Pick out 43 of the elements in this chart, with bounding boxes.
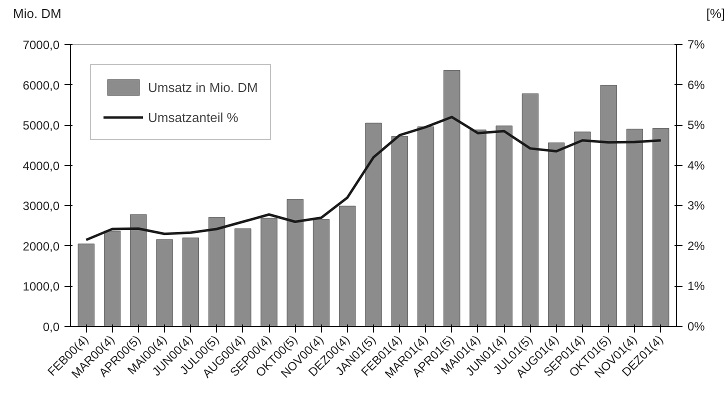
- legend-label: Umsatz in Mio. DM: [148, 80, 258, 94]
- y2-tick-label: 2%: [688, 238, 706, 253]
- y2-tick-label: 5%: [688, 118, 706, 132]
- bar: [234, 228, 252, 326]
- bar: [470, 130, 486, 326]
- bar: [496, 126, 512, 326]
- y-axis-title: Mio. DM: [13, 5, 62, 23]
- y2-axis-title: [%]: [706, 5, 725, 23]
- y2-tick-label: 0%: [688, 320, 706, 334]
- y2-tick-label: 6%: [688, 78, 706, 92]
- bar: [312, 219, 330, 326]
- bar: [574, 132, 591, 326]
- bar: [182, 238, 200, 326]
- y-tick-label: 0,0: [42, 320, 60, 334]
- bar: [78, 244, 95, 326]
- bar: [548, 142, 565, 326]
- y2-tick-label: 3%: [688, 198, 706, 213]
- y2-tick-label: 1%: [688, 279, 706, 294]
- bar: [260, 218, 278, 326]
- bar: [522, 93, 539, 326]
- bar: [156, 239, 173, 326]
- bar: [339, 206, 356, 326]
- bar: [365, 122, 382, 326]
- bar: [286, 198, 304, 326]
- bar: [208, 217, 226, 326]
- y-tick-label: 3000,0: [22, 199, 60, 214]
- bar: [652, 128, 670, 326]
- y-tick-label: 4000,0: [22, 158, 60, 173]
- bar: [104, 230, 121, 326]
- legend-label: Umsatzanteil %: [148, 110, 238, 124]
- bar: [130, 214, 147, 326]
- y2-tick-label: 7%: [688, 38, 706, 52]
- bar: [391, 136, 408, 326]
- y-tick-label: 6000,0: [22, 78, 60, 92]
- bar: [444, 70, 460, 326]
- y2-tick-label: 4%: [688, 158, 706, 172]
- y-tick-label: 1000,0: [22, 280, 60, 294]
- bar: [600, 84, 617, 326]
- y-tick-label: 2000,0: [22, 239, 60, 254]
- bar: [626, 128, 644, 326]
- bar: [417, 126, 434, 326]
- y-tick-label: 5000,0: [22, 118, 60, 133]
- y-tick-label: 7000,0: [22, 38, 60, 52]
